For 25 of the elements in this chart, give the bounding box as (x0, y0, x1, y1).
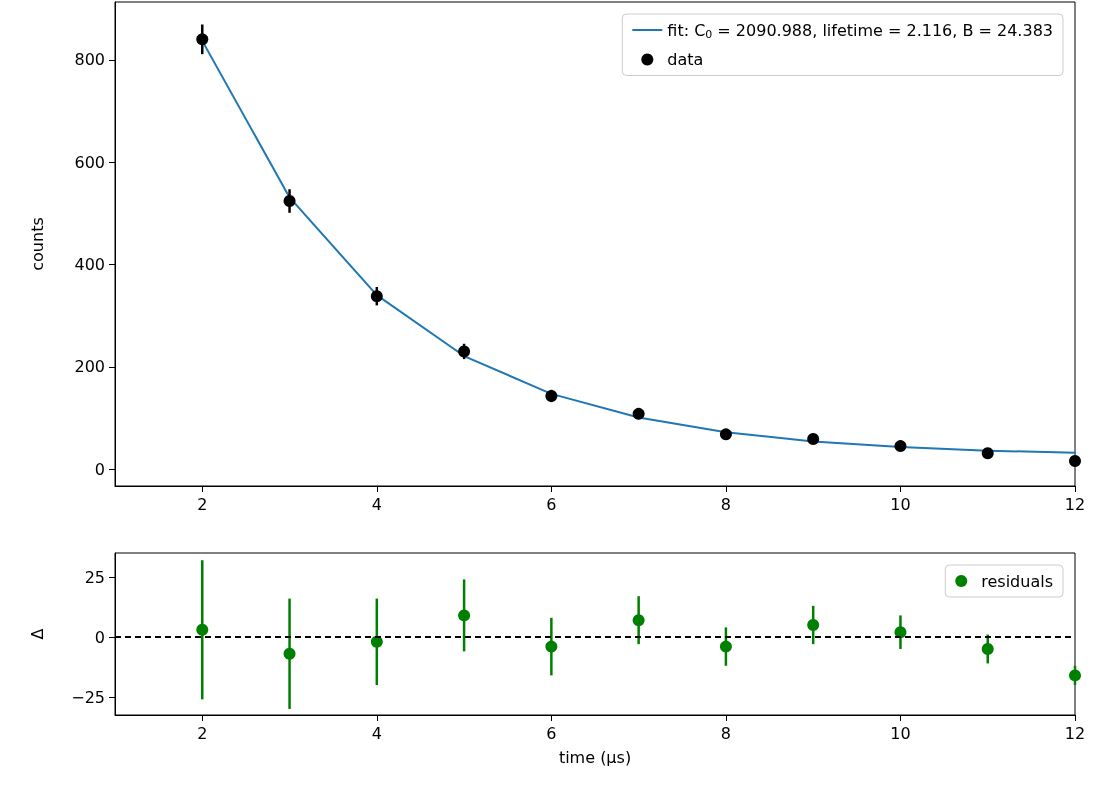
x-tick-label: 12 (1064, 723, 1086, 743)
y-axis-title: Δ (27, 628, 47, 640)
x-tick-label: 6 (546, 494, 557, 514)
y-tick-label: 600 (74, 152, 105, 172)
x-tick-label: 2 (197, 494, 208, 514)
x-tick-label: 6 (546, 723, 557, 743)
x-axis-title: time (μs) (558, 747, 632, 767)
y-tick-label: 800 (74, 50, 105, 70)
x-tick-label: 8 (720, 723, 731, 743)
y-tick-label: 0 (94, 627, 105, 647)
x-tick-label: 2 (197, 723, 208, 743)
x-tick-label: 8 (720, 494, 731, 514)
y-tick-label: −25 (71, 687, 105, 707)
y-tick-label: 200 (74, 357, 105, 377)
legend-label: data (667, 50, 704, 69)
x-tick-label: 4 (371, 723, 382, 743)
x-tick-label: 12 (1064, 494, 1086, 514)
y-tick-label: 25 (84, 567, 105, 587)
x-tick-label: 10 (890, 723, 911, 743)
x-tick-label: 4 (371, 494, 382, 514)
legend-label: residuals (981, 571, 1053, 591)
y-tick-label: 0 (94, 459, 105, 479)
y-axis-title: counts (27, 217, 47, 271)
x-tick-label: 10 (890, 494, 911, 514)
y-tick-label: 400 (74, 254, 105, 274)
